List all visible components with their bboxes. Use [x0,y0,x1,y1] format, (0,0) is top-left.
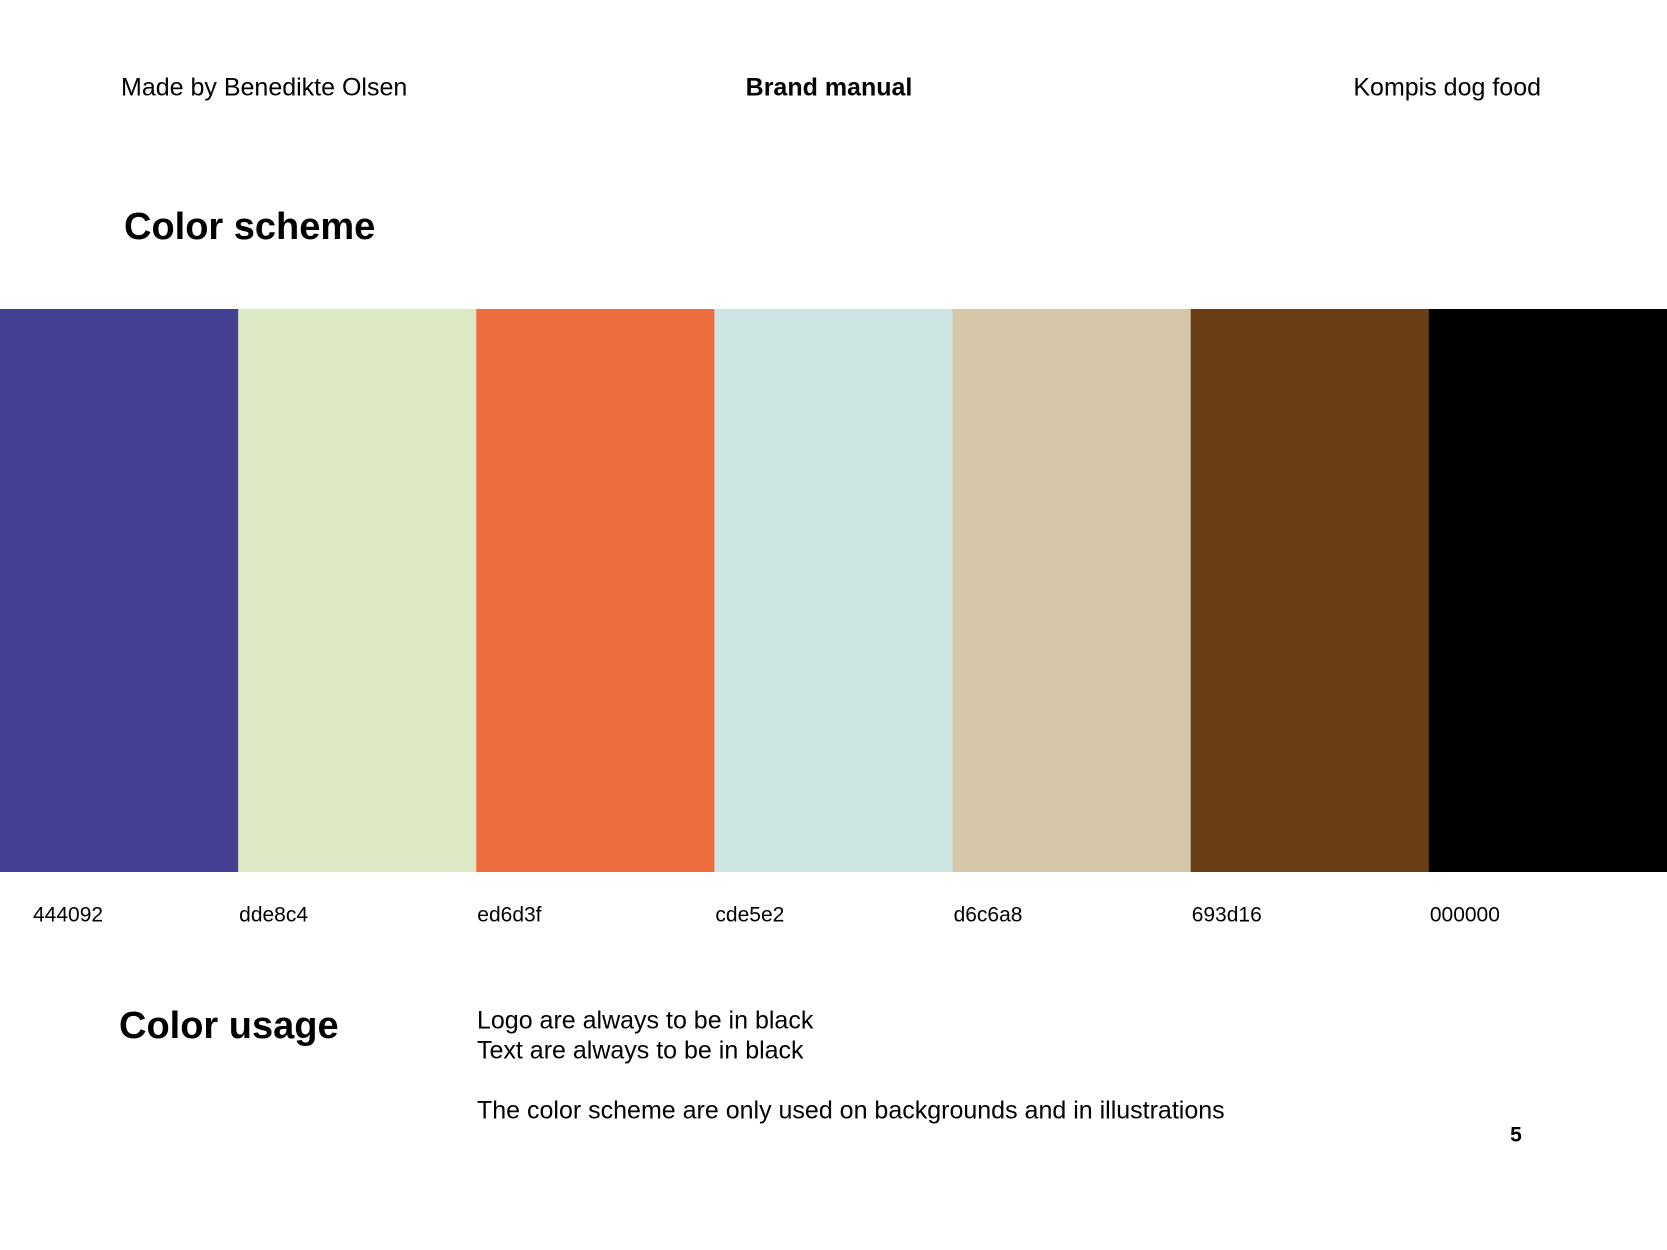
color-swatch [476,309,715,872]
color-swatch [952,309,1192,872]
color-swatch [238,309,477,872]
hex-label: 000000 [1430,904,1500,927]
hex-label: dde8c4 [239,904,308,927]
color-swatch [1190,309,1430,872]
color-swatch [714,309,954,872]
hex-label: ed6d3f [477,904,541,927]
usage-line: Logo are always to be in black [477,1007,814,1035]
usage-line: Text are always to be in black [477,1037,804,1065]
hex-label: d6c6a8 [954,904,1023,927]
swatch-row: 444092 dde8c4 ed6d3f cde5e2 d6c6a8 693d16 0000… [0,309,1667,927]
usage-line: The color scheme are only used on backgr… [477,1097,1225,1125]
hex-label: 693d16 [1192,904,1262,927]
section-title: Color scheme [124,206,375,248]
color-swatch [1428,309,1667,872]
section-title: Color usage [119,1005,339,1047]
color-swatch [0,309,239,872]
page-number: 5 [1510,1124,1522,1147]
hex-label: 444092 [33,904,103,927]
header-author: Made by Benedikte Olsen [121,74,407,102]
hex-label: cde5e2 [715,904,784,927]
header-brand: Kompis dog food [1353,74,1541,102]
header-title: Brand manual [746,74,913,102]
